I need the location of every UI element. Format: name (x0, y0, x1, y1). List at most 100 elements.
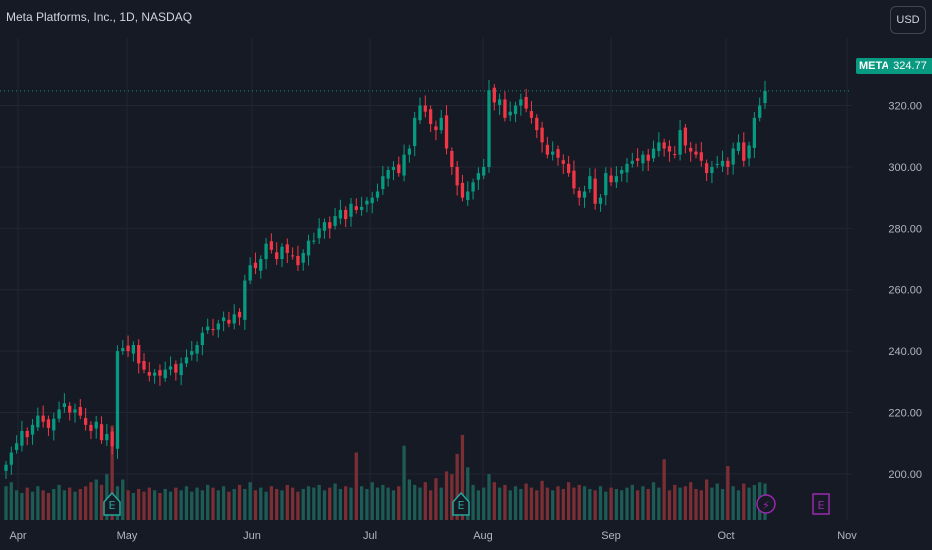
volume-bar (402, 445, 406, 520)
candle-body (641, 154, 645, 164)
candle-body (57, 409, 61, 419)
volume-bar (269, 486, 274, 520)
volume-bar (131, 493, 136, 520)
candle-body (726, 160, 730, 167)
candle-body (614, 176, 619, 183)
candle-body (503, 99, 507, 118)
volume-bar (83, 486, 88, 520)
volume-bar (121, 479, 125, 520)
volume-bar (381, 484, 385, 520)
candle-body (243, 280, 247, 320)
volume-bar (184, 486, 189, 520)
volume-bar (439, 487, 443, 520)
candle-body (317, 228, 321, 239)
volume-bar (25, 487, 29, 520)
volume-bar (418, 487, 422, 520)
volume-bar (482, 487, 486, 520)
candle-body (657, 142, 661, 151)
candle-body (312, 240, 316, 242)
candle-body (200, 332, 205, 346)
candle-body (248, 265, 252, 281)
candle-body (513, 105, 518, 115)
candle-body (301, 252, 305, 263)
volume-bar (147, 487, 151, 520)
volume-bar (333, 483, 337, 520)
candle-body (529, 111, 534, 118)
volume-bar (248, 482, 252, 520)
candle-body (710, 166, 714, 174)
y-tick-label: 320.00 (888, 101, 922, 113)
volume-bar (174, 487, 178, 520)
candle-body (694, 151, 698, 155)
candle-body (4, 464, 8, 471)
volume-bar (301, 488, 305, 520)
event-label: E (109, 499, 116, 512)
volume-bar (752, 484, 757, 520)
x-tick-label: Jun (243, 530, 261, 542)
candle-body (62, 403, 67, 408)
candle-body (147, 372, 151, 376)
x-tick-label: Sep (601, 530, 621, 542)
volume-bar (338, 488, 343, 520)
candle-body (428, 109, 433, 124)
event-label: E (818, 499, 825, 512)
volume-bar (487, 474, 491, 520)
candle-body (758, 105, 762, 118)
candle-body (168, 366, 173, 370)
volume-bar (736, 490, 741, 520)
volume-bar (89, 482, 93, 520)
candle-body (556, 149, 560, 158)
volume-bar (662, 459, 666, 520)
candle-body (588, 176, 592, 190)
candle-body (572, 170, 576, 189)
candle-body (731, 148, 735, 165)
candle-body (540, 127, 544, 143)
candle-body (94, 421, 98, 429)
volume-bar (497, 487, 502, 520)
volume-bar (386, 487, 390, 520)
x-tick-label: Oct (717, 530, 734, 542)
x-tick-label: Aug (473, 530, 493, 542)
volume-bar (545, 487, 550, 520)
candle-body (524, 96, 528, 109)
volume-bar (635, 490, 640, 520)
candle-body (142, 360, 146, 370)
volume-bar (78, 488, 82, 520)
volume-bar (328, 487, 332, 520)
volume-bar (375, 487, 380, 520)
candle-body (190, 351, 194, 355)
event-label: E (458, 499, 465, 512)
candle-body (497, 99, 502, 105)
candle-body (651, 148, 656, 159)
volume-bar (105, 474, 109, 520)
volume-bar (699, 490, 703, 520)
volume-bar (455, 453, 459, 520)
candle-body (78, 407, 82, 416)
candle-body (413, 117, 417, 147)
event-label: ⚡ (762, 499, 770, 512)
volume-bar (551, 490, 555, 520)
volume-bar (423, 482, 427, 520)
candle-body (73, 409, 77, 413)
candle-body (20, 430, 24, 446)
candle-body (30, 424, 35, 435)
candle-body (322, 222, 327, 231)
candle-body (402, 154, 406, 176)
candle-body (174, 364, 178, 373)
volume-bar (630, 484, 634, 520)
volume-bar (190, 491, 194, 520)
volume-bar (450, 474, 454, 520)
candle-body (386, 170, 390, 179)
candle-body (720, 160, 725, 167)
candle-body (397, 164, 401, 174)
candle-body (673, 154, 677, 156)
volume-bar (566, 482, 571, 520)
volume-bar (407, 479, 412, 520)
earnings-event-icon (103, 491, 121, 516)
candle-body (126, 345, 130, 352)
candle-body (152, 372, 157, 376)
candle-body (370, 197, 374, 204)
candle-body (179, 363, 183, 376)
currency-button[interactable]: USD (890, 6, 926, 34)
